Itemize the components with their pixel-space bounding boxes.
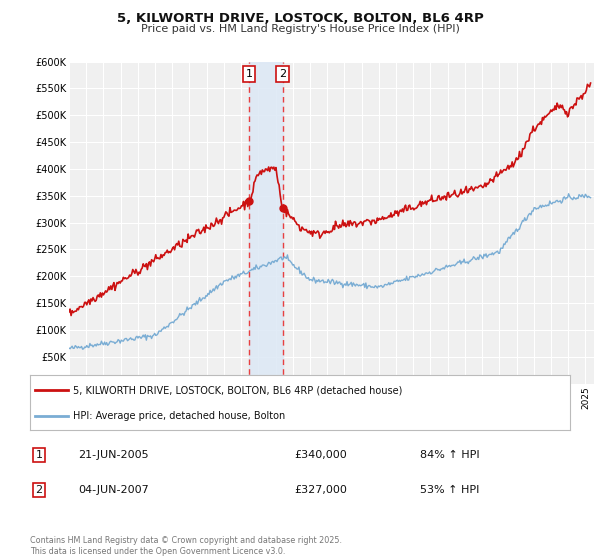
- Text: 21-JUN-2005: 21-JUN-2005: [78, 450, 149, 460]
- Bar: [249, 62, 283, 384]
- Text: 1: 1: [35, 450, 43, 460]
- Text: HPI: Average price, detached house, Bolton: HPI: Average price, detached house, Bolt…: [73, 411, 286, 421]
- Text: £327,000: £327,000: [294, 485, 347, 495]
- Text: 53% ↑ HPI: 53% ↑ HPI: [420, 485, 479, 495]
- Text: 04-JUN-2007: 04-JUN-2007: [78, 485, 149, 495]
- Text: 2: 2: [35, 485, 43, 495]
- Text: Price paid vs. HM Land Registry's House Price Index (HPI): Price paid vs. HM Land Registry's House …: [140, 24, 460, 34]
- Text: 2: 2: [279, 69, 286, 79]
- Text: 5, KILWORTH DRIVE, LOSTOCK, BOLTON, BL6 4RP (detached house): 5, KILWORTH DRIVE, LOSTOCK, BOLTON, BL6 …: [73, 385, 403, 395]
- Text: 84% ↑ HPI: 84% ↑ HPI: [420, 450, 479, 460]
- Text: 5, KILWORTH DRIVE, LOSTOCK, BOLTON, BL6 4RP: 5, KILWORTH DRIVE, LOSTOCK, BOLTON, BL6 …: [116, 12, 484, 25]
- Text: 1: 1: [246, 69, 253, 79]
- Text: £340,000: £340,000: [294, 450, 347, 460]
- Text: Contains HM Land Registry data © Crown copyright and database right 2025.
This d: Contains HM Land Registry data © Crown c…: [30, 536, 342, 556]
